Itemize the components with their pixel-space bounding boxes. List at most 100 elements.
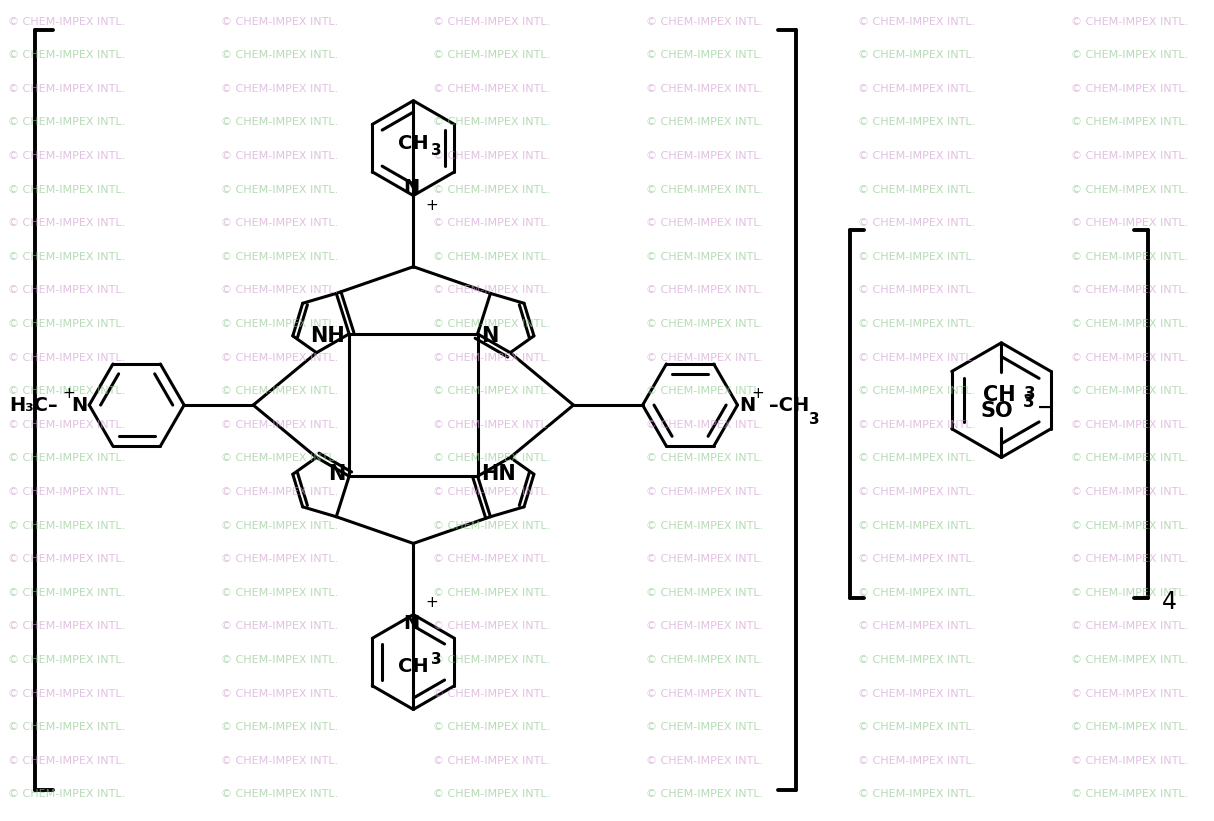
Text: © CHEM-IMPEX INTL.: © CHEM-IMPEX INTL. [858,185,975,195]
Text: © CHEM-IMPEX INTL.: © CHEM-IMPEX INTL. [433,16,550,26]
Text: CH: CH [983,385,1016,406]
Text: © CHEM-IMPEX INTL.: © CHEM-IMPEX INTL. [433,218,550,228]
Text: © CHEM-IMPEX INTL.: © CHEM-IMPEX INTL. [221,621,337,631]
Text: © CHEM-IMPEX INTL.: © CHEM-IMPEX INTL. [1071,252,1187,262]
Text: © CHEM-IMPEX INTL.: © CHEM-IMPEX INTL. [433,252,550,262]
Text: © CHEM-IMPEX INTL.: © CHEM-IMPEX INTL. [646,722,762,732]
Text: © CHEM-IMPEX INTL.: © CHEM-IMPEX INTL. [646,319,762,329]
Text: © CHEM-IMPEX INTL.: © CHEM-IMPEX INTL. [1071,185,1187,195]
Text: © CHEM-IMPEX INTL.: © CHEM-IMPEX INTL. [858,487,975,497]
Text: © CHEM-IMPEX INTL.: © CHEM-IMPEX INTL. [8,655,125,665]
Text: © CHEM-IMPEX INTL.: © CHEM-IMPEX INTL. [1071,689,1187,699]
Text: CH: CH [398,134,429,153]
Text: 4: 4 [1162,589,1176,614]
Text: © CHEM-IMPEX INTL.: © CHEM-IMPEX INTL. [646,554,762,564]
Text: © CHEM-IMPEX INTL.: © CHEM-IMPEX INTL. [433,117,550,127]
Text: © CHEM-IMPEX INTL.: © CHEM-IMPEX INTL. [1071,353,1187,363]
Text: © CHEM-IMPEX INTL.: © CHEM-IMPEX INTL. [646,420,762,430]
Text: © CHEM-IMPEX INTL.: © CHEM-IMPEX INTL. [1071,588,1187,598]
Text: © CHEM-IMPEX INTL.: © CHEM-IMPEX INTL. [858,319,975,329]
Text: © CHEM-IMPEX INTL.: © CHEM-IMPEX INTL. [1071,487,1187,497]
Text: © CHEM-IMPEX INTL.: © CHEM-IMPEX INTL. [221,353,337,363]
Text: © CHEM-IMPEX INTL.: © CHEM-IMPEX INTL. [433,521,550,530]
Text: © CHEM-IMPEX INTL.: © CHEM-IMPEX INTL. [8,16,125,26]
Text: © CHEM-IMPEX INTL.: © CHEM-IMPEX INTL. [646,84,762,94]
Text: © CHEM-IMPEX INTL.: © CHEM-IMPEX INTL. [221,588,337,598]
Text: © CHEM-IMPEX INTL.: © CHEM-IMPEX INTL. [646,621,762,631]
Text: +: + [425,595,438,610]
Text: © CHEM-IMPEX INTL.: © CHEM-IMPEX INTL. [433,655,550,665]
Text: © CHEM-IMPEX INTL.: © CHEM-IMPEX INTL. [858,252,975,262]
Text: © CHEM-IMPEX INTL.: © CHEM-IMPEX INTL. [1071,453,1187,463]
Text: NH: NH [311,326,345,346]
Text: © CHEM-IMPEX INTL.: © CHEM-IMPEX INTL. [1071,50,1187,60]
Text: © CHEM-IMPEX INTL.: © CHEM-IMPEX INTL. [433,420,550,430]
Text: © CHEM-IMPEX INTL.: © CHEM-IMPEX INTL. [221,756,337,766]
Text: © CHEM-IMPEX INTL.: © CHEM-IMPEX INTL. [221,722,337,732]
Text: © CHEM-IMPEX INTL.: © CHEM-IMPEX INTL. [221,453,337,463]
Text: © CHEM-IMPEX INTL.: © CHEM-IMPEX INTL. [1071,655,1187,665]
Text: © CHEM-IMPEX INTL.: © CHEM-IMPEX INTL. [1071,286,1187,296]
Text: © CHEM-IMPEX INTL.: © CHEM-IMPEX INTL. [858,722,975,732]
Text: © CHEM-IMPEX INTL.: © CHEM-IMPEX INTL. [433,790,550,800]
Text: © CHEM-IMPEX INTL.: © CHEM-IMPEX INTL. [858,655,975,665]
Text: © CHEM-IMPEX INTL.: © CHEM-IMPEX INTL. [646,185,762,195]
Text: © CHEM-IMPEX INTL.: © CHEM-IMPEX INTL. [646,252,762,262]
Text: © CHEM-IMPEX INTL.: © CHEM-IMPEX INTL. [8,319,125,329]
Text: 3: 3 [1023,393,1034,411]
Text: © CHEM-IMPEX INTL.: © CHEM-IMPEX INTL. [221,554,337,564]
Text: © CHEM-IMPEX INTL.: © CHEM-IMPEX INTL. [433,185,550,195]
Text: N: N [403,613,420,633]
Text: © CHEM-IMPEX INTL.: © CHEM-IMPEX INTL. [433,84,550,94]
Text: © CHEM-IMPEX INTL.: © CHEM-IMPEX INTL. [858,50,975,60]
Text: © CHEM-IMPEX INTL.: © CHEM-IMPEX INTL. [8,420,125,430]
Text: © CHEM-IMPEX INTL.: © CHEM-IMPEX INTL. [858,453,975,463]
Text: © CHEM-IMPEX INTL.: © CHEM-IMPEX INTL. [858,218,975,228]
Text: 3: 3 [431,652,442,667]
Text: © CHEM-IMPEX INTL.: © CHEM-IMPEX INTL. [433,50,550,60]
Text: © CHEM-IMPEX INTL.: © CHEM-IMPEX INTL. [8,252,125,262]
Text: © CHEM-IMPEX INTL.: © CHEM-IMPEX INTL. [8,554,125,564]
Text: +: + [751,386,764,401]
Text: –CH: –CH [770,396,810,415]
Text: © CHEM-IMPEX INTL.: © CHEM-IMPEX INTL. [221,521,337,530]
Text: © CHEM-IMPEX INTL.: © CHEM-IMPEX INTL. [858,554,975,564]
Text: © CHEM-IMPEX INTL.: © CHEM-IMPEX INTL. [8,185,125,195]
Text: N: N [403,177,420,196]
Text: © CHEM-IMPEX INTL.: © CHEM-IMPEX INTL. [646,218,762,228]
Text: © CHEM-IMPEX INTL.: © CHEM-IMPEX INTL. [433,453,550,463]
Text: © CHEM-IMPEX INTL.: © CHEM-IMPEX INTL. [1071,218,1187,228]
Text: © CHEM-IMPEX INTL.: © CHEM-IMPEX INTL. [646,487,762,497]
Text: © CHEM-IMPEX INTL.: © CHEM-IMPEX INTL. [221,117,337,127]
Text: © CHEM-IMPEX INTL.: © CHEM-IMPEX INTL. [221,420,337,430]
Text: © CHEM-IMPEX INTL.: © CHEM-IMPEX INTL. [8,453,125,463]
Text: © CHEM-IMPEX INTL.: © CHEM-IMPEX INTL. [858,353,975,363]
Text: © CHEM-IMPEX INTL.: © CHEM-IMPEX INTL. [858,386,975,397]
Text: © CHEM-IMPEX INTL.: © CHEM-IMPEX INTL. [858,756,975,766]
Text: © CHEM-IMPEX INTL.: © CHEM-IMPEX INTL. [646,453,762,463]
Text: +: + [425,198,438,213]
Text: © CHEM-IMPEX INTL.: © CHEM-IMPEX INTL. [858,286,975,296]
Text: © CHEM-IMPEX INTL.: © CHEM-IMPEX INTL. [8,286,125,296]
Text: © CHEM-IMPEX INTL.: © CHEM-IMPEX INTL. [858,790,975,800]
Text: © CHEM-IMPEX INTL.: © CHEM-IMPEX INTL. [1071,554,1187,564]
Text: © CHEM-IMPEX INTL.: © CHEM-IMPEX INTL. [221,151,337,161]
Text: N: N [328,464,345,484]
Text: © CHEM-IMPEX INTL.: © CHEM-IMPEX INTL. [8,386,125,397]
Text: © CHEM-IMPEX INTL.: © CHEM-IMPEX INTL. [433,353,550,363]
Text: © CHEM-IMPEX INTL.: © CHEM-IMPEX INTL. [646,353,762,363]
Text: © CHEM-IMPEX INTL.: © CHEM-IMPEX INTL. [433,621,550,631]
Text: © CHEM-IMPEX INTL.: © CHEM-IMPEX INTL. [8,790,125,800]
Text: © CHEM-IMPEX INTL.: © CHEM-IMPEX INTL. [433,588,550,598]
Text: © CHEM-IMPEX INTL.: © CHEM-IMPEX INTL. [433,722,550,732]
Text: © CHEM-IMPEX INTL.: © CHEM-IMPEX INTL. [1071,521,1187,530]
Text: © CHEM-IMPEX INTL.: © CHEM-IMPEX INTL. [646,151,762,161]
Text: © CHEM-IMPEX INTL.: © CHEM-IMPEX INTL. [1071,722,1187,732]
Text: © CHEM-IMPEX INTL.: © CHEM-IMPEX INTL. [221,185,337,195]
Text: © CHEM-IMPEX INTL.: © CHEM-IMPEX INTL. [1071,420,1187,430]
Text: © CHEM-IMPEX INTL.: © CHEM-IMPEX INTL. [221,252,337,262]
Text: © CHEM-IMPEX INTL.: © CHEM-IMPEX INTL. [1071,117,1187,127]
Text: © CHEM-IMPEX INTL.: © CHEM-IMPEX INTL. [646,521,762,530]
Text: N: N [482,326,499,346]
Text: © CHEM-IMPEX INTL.: © CHEM-IMPEX INTL. [1071,151,1187,161]
